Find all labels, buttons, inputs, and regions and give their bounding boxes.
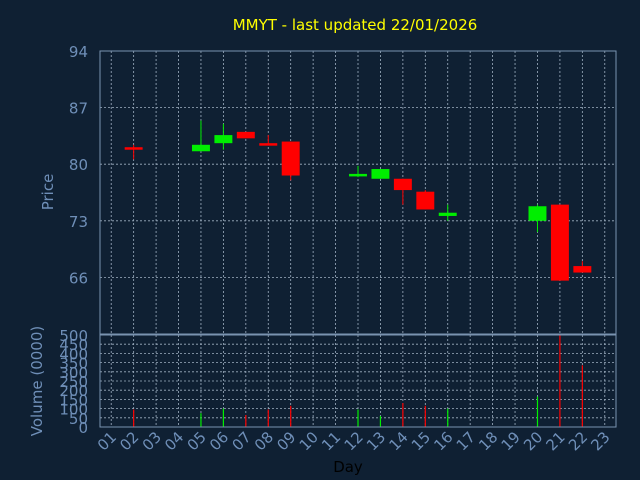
- candle-body: [528, 206, 547, 221]
- candlestick: [124, 144, 143, 160]
- candle-body: [191, 144, 210, 152]
- volume-tick-label: 200: [59, 382, 88, 400]
- price-axis-label: Price: [39, 174, 57, 211]
- candle-body: [550, 204, 569, 281]
- volume-bars: [133, 335, 583, 427]
- volume-axis-label: Volume (0000): [28, 326, 46, 436]
- volume-tick-label: 250: [59, 373, 88, 391]
- volume-tick-label: 0: [78, 419, 88, 437]
- candlestick: [528, 204, 547, 233]
- price-tick-labels: 66 73 80 87 94: [69, 43, 88, 287]
- candlestick: [416, 190, 435, 210]
- volume-tick-label: 150: [59, 391, 88, 409]
- price-tick-label: 66: [69, 269, 88, 287]
- volume-tick-label: 350: [59, 355, 88, 373]
- candlestick: [550, 204, 569, 281]
- price-frame: [99, 50, 617, 335]
- candlestick: [214, 123, 233, 150]
- candle-body: [573, 266, 592, 273]
- candle-body: [416, 191, 435, 210]
- candlesticks: [124, 120, 592, 281]
- candle-body: [214, 135, 233, 144]
- volume-tick-label: 50: [69, 410, 88, 428]
- volume-tick-label: 450: [59, 336, 88, 354]
- volume-tick-label: 100: [59, 401, 88, 419]
- candlestick: [281, 141, 300, 181]
- candle-body: [281, 141, 300, 176]
- candle-body: [371, 169, 390, 179]
- candle-body: [124, 147, 143, 150]
- candlestick: [371, 169, 390, 179]
- candlestick: [438, 204, 457, 221]
- day-axis-label: Day: [333, 458, 363, 476]
- volume-tick-label: 400: [59, 345, 88, 363]
- candlestick: [393, 178, 412, 205]
- price-tick-label: 87: [69, 100, 88, 118]
- candlestick: [349, 165, 367, 178]
- candle-body: [438, 212, 457, 216]
- price-tick-label: 80: [69, 156, 88, 174]
- candlestick: [236, 131, 255, 139]
- volume-tick-label: 300: [59, 364, 88, 382]
- day-tick-labels: 0102030405060708091011121314151617181920…: [94, 428, 614, 454]
- candlestick: [259, 135, 278, 146]
- candlestick: [191, 120, 210, 152]
- candle-body: [236, 131, 255, 139]
- candlestick: [573, 261, 592, 273]
- volume-frame: [99, 334, 617, 428]
- candle-body: [349, 173, 367, 177]
- candle-body: [259, 143, 278, 146]
- candle-body: [393, 178, 412, 191]
- volume-tick-label: 500: [59, 327, 88, 345]
- price-panel: 66 73 80 87 94 Price: [39, 43, 617, 335]
- price-tick-label: 94: [69, 43, 88, 61]
- chart-title: MMYT - last updated 22/01/2026: [233, 16, 478, 34]
- price-tick-label: 73: [69, 213, 88, 231]
